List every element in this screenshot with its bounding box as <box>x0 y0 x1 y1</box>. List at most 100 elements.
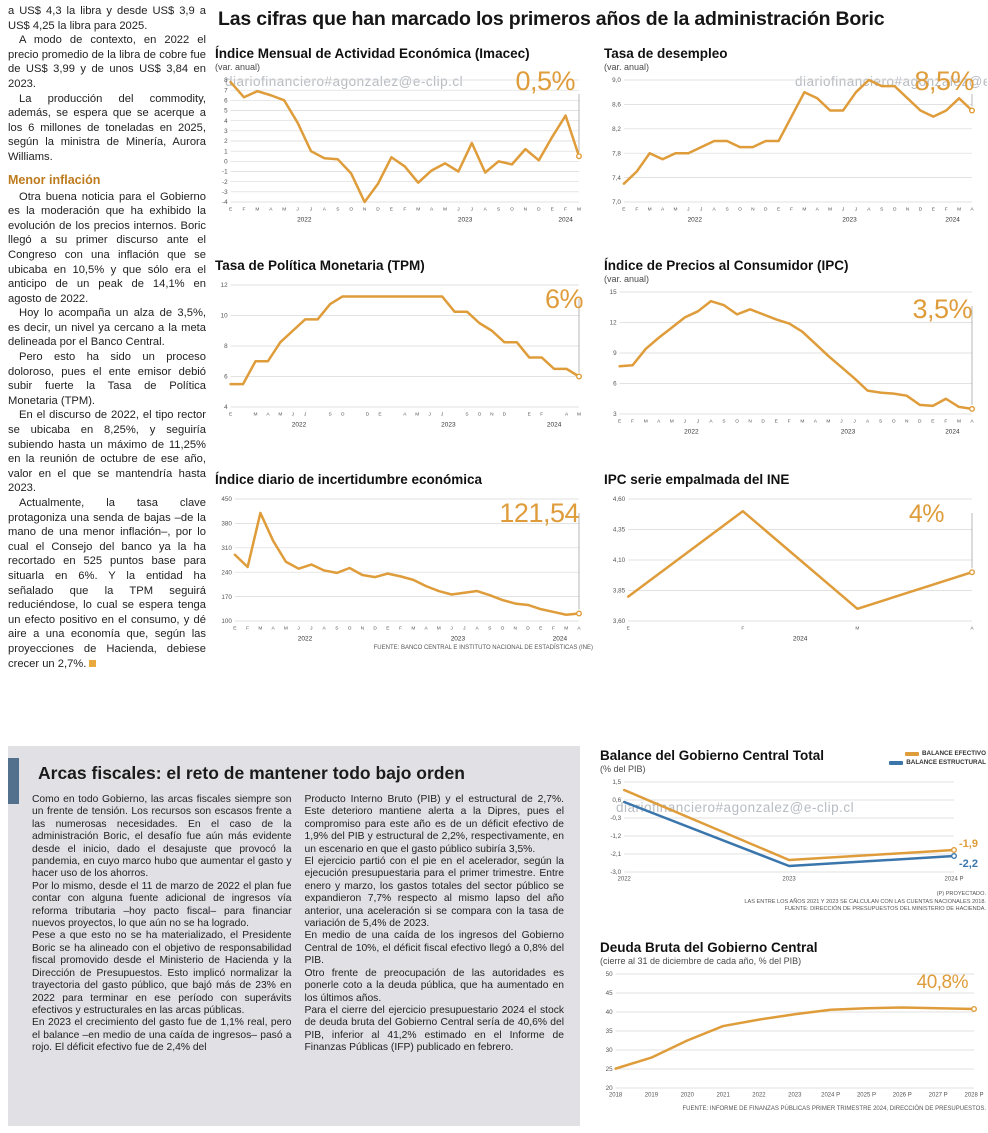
article-paragraph-text: Actualmente, la tasa clave protagoniza u… <box>8 497 206 670</box>
svg-text:2022: 2022 <box>752 1093 766 1099</box>
chart-title: Tasa de Política Monetaria (TPM) <box>215 258 425 273</box>
svg-text:D: D <box>764 207 768 213</box>
svg-text:A: A <box>661 207 665 213</box>
svg-text:2022: 2022 <box>688 217 703 224</box>
svg-text:D: D <box>537 207 541 213</box>
svg-text:A: A <box>970 419 974 425</box>
svg-text:F: F <box>399 626 402 632</box>
svg-text:2023: 2023 <box>788 1093 802 1099</box>
svg-text:D: D <box>366 412 370 418</box>
svg-text:9,0: 9,0 <box>612 77 621 84</box>
svg-text:2026 P: 2026 P <box>893 1093 912 1099</box>
svg-text:3: 3 <box>224 128 228 135</box>
svg-text:J: J <box>428 412 431 418</box>
svg-text:E: E <box>229 412 232 418</box>
svg-text:D: D <box>373 626 377 632</box>
svg-text:7,0: 7,0 <box>612 199 621 206</box>
svg-text:5: 5 <box>224 108 228 115</box>
svg-text:0,6: 0,6 <box>612 797 621 804</box>
svg-text:E: E <box>777 207 780 213</box>
svg-text:M: M <box>437 626 441 632</box>
svg-text:A: A <box>323 207 327 213</box>
svg-text:40: 40 <box>606 1009 614 1016</box>
svg-text:O: O <box>735 419 739 425</box>
legend-item-efectivo: BALANCE EFECTIVO <box>904 750 986 757</box>
chart-title: Índice diario de incertidumbre económica <box>215 472 483 487</box>
chart-highlight-value: 40,8% <box>916 972 969 993</box>
svg-text:J: J <box>697 419 700 425</box>
svg-text:8: 8 <box>224 77 228 84</box>
svg-text:E: E <box>390 207 393 213</box>
svg-text:2019: 2019 <box>645 1093 659 1099</box>
svg-text:J: J <box>684 419 687 425</box>
svg-text:7: 7 <box>224 87 228 94</box>
chart-subtitle: (var. anual) <box>215 62 261 72</box>
svg-text:E: E <box>775 419 778 425</box>
svg-text:E: E <box>931 419 934 425</box>
svg-text:2024: 2024 <box>793 636 808 643</box>
svg-text:J: J <box>310 207 313 213</box>
svg-text:2022: 2022 <box>292 422 307 429</box>
svg-text:O: O <box>348 626 352 632</box>
svg-text:S: S <box>335 626 338 632</box>
svg-text:O: O <box>349 207 353 213</box>
chart-title: Índice Mensual de Actividad Económica (I… <box>215 46 530 61</box>
svg-text:4: 4 <box>224 118 228 125</box>
fiscal-paragraph: Por lo mismo, desde el 11 de marzo de 20… <box>32 880 292 930</box>
svg-text:N: N <box>905 419 909 425</box>
svg-text:N: N <box>514 626 518 632</box>
svg-text:A: A <box>867 207 871 213</box>
svg-text:O: O <box>510 207 514 213</box>
svg-text:12: 12 <box>221 282 229 289</box>
svg-text:0: 0 <box>224 159 228 166</box>
svg-text:S: S <box>488 626 491 632</box>
left-article-column: a US$ 4,3 la libra y desde US$ 3,9 a US$… <box>8 4 206 671</box>
svg-text:170: 170 <box>221 594 232 601</box>
svg-text:2025 P: 2025 P <box>857 1093 876 1099</box>
svg-text:J: J <box>450 626 453 632</box>
svg-text:F: F <box>944 419 947 425</box>
svg-text:D: D <box>526 626 530 632</box>
svg-text:J: J <box>296 207 299 213</box>
legend-label: BALANCE ESTRUCTURAL <box>906 759 986 766</box>
svg-text:2021: 2021 <box>716 1093 730 1099</box>
fiscal-paragraph: El ejercicio partió con el pie en el ace… <box>304 856 565 930</box>
chart-ipc: Índice de Precios al Consumidor (IPC) (v… <box>604 258 984 436</box>
svg-text:S: S <box>879 419 882 425</box>
svg-text:1,5: 1,5 <box>612 779 621 786</box>
svg-text:E: E <box>378 412 381 418</box>
svg-text:M: M <box>957 207 961 213</box>
article-paragraph: A modo de contexto, en 2022 el precio pr… <box>8 34 206 90</box>
svg-text:A: A <box>713 207 717 213</box>
svg-text:M: M <box>282 207 286 213</box>
svg-text:J: J <box>292 412 295 418</box>
svg-text:A: A <box>403 412 407 418</box>
chart-tpm: Tasa de Política Monetaria (TPM) 12 10 8 6 4… <box>215 258 593 429</box>
svg-text:E: E <box>551 207 554 213</box>
fiscal-title: Arcas fiscales: el reto de mantener todo… <box>38 763 465 783</box>
svg-text:J: J <box>700 207 703 213</box>
svg-text:S: S <box>880 207 883 213</box>
svg-text:380: 380 <box>221 521 232 528</box>
svg-text:E: E <box>233 626 236 632</box>
svg-text:50: 50 <box>606 971 614 978</box>
svg-text:S: S <box>465 412 468 418</box>
svg-text:A: A <box>565 412 569 418</box>
svg-text:F: F <box>945 207 948 213</box>
chart-incertidumbre: Índice diario de incertidumbre económica… <box>215 472 593 651</box>
svg-text:M: M <box>564 626 568 632</box>
svg-text:F: F <box>788 419 791 425</box>
svg-text:A: A <box>266 412 270 418</box>
svg-text:O: O <box>501 626 505 632</box>
svg-text:M: M <box>802 207 806 213</box>
chart-ipc-ine: IPC serie empalmada del INE 4,60 4,35 4,10… <box>604 472 984 643</box>
svg-text:M: M <box>648 207 652 213</box>
svg-text:15: 15 <box>610 289 618 296</box>
svg-text:6: 6 <box>224 374 228 381</box>
svg-text:O: O <box>893 207 897 213</box>
chart-highlight-value: 0,5% <box>515 66 575 96</box>
svg-text:2: 2 <box>224 138 228 145</box>
fiscal-panel: Arcas fiscales: el reto de mantener todo… <box>8 746 580 1126</box>
